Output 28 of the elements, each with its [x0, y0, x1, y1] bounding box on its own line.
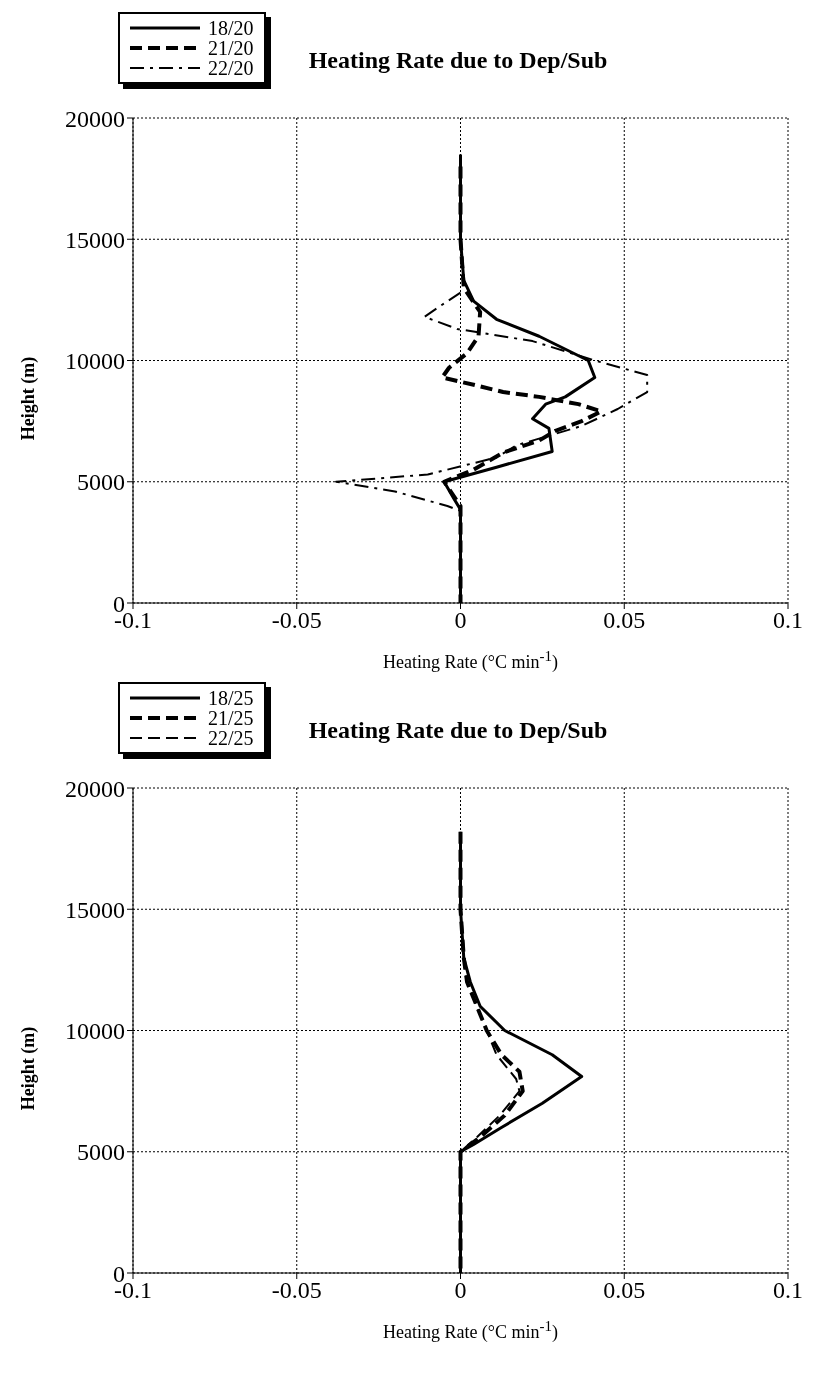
legend-label: 21/20	[208, 37, 254, 59]
x-tick-label: 0	[454, 607, 467, 634]
y-tick-label: 15000	[65, 896, 125, 923]
y-axis-title: Height (m)	[17, 355, 39, 443]
y-tick-label: 5000	[77, 469, 125, 496]
legend-label: 18/20	[208, 17, 254, 39]
y-tick-label: 20000	[65, 775, 125, 802]
chart-title: Heating Rate due to Dep/Sub	[307, 716, 609, 744]
x-tick-label: 0.05	[603, 1277, 646, 1304]
legend-label: 22/25	[208, 727, 254, 749]
y-tick-label: 10000	[65, 348, 125, 375]
y-tick-label: 20000	[65, 105, 125, 132]
x-axis-title: Heating Rate (°C min$^{-1}$)	[381, 648, 560, 673]
y-axis-title: Height (m)	[17, 1025, 39, 1113]
legend-label: 22/20	[208, 57, 254, 79]
x-axis-title: Heating Rate (°C min$^{-1}$)	[381, 1318, 560, 1343]
legend-label: 18/25	[208, 687, 254, 709]
x-tick-label: 0.05	[603, 607, 646, 634]
x-tick-label: -0.05	[271, 1277, 322, 1304]
chart-title: Heating Rate due to Dep/Sub	[307, 46, 609, 74]
x-tick-label: 0.1	[773, 1277, 803, 1304]
x-tick-label: 0.1	[773, 607, 803, 634]
y-tick-label: 15000	[65, 226, 125, 253]
y-tick-label: 10000	[65, 1018, 125, 1045]
y-tick-label: 5000	[77, 1139, 125, 1166]
x-tick-label: 0	[454, 1277, 467, 1304]
x-tick-label: -0.05	[271, 607, 322, 634]
legend-label: 21/25	[208, 707, 254, 729]
